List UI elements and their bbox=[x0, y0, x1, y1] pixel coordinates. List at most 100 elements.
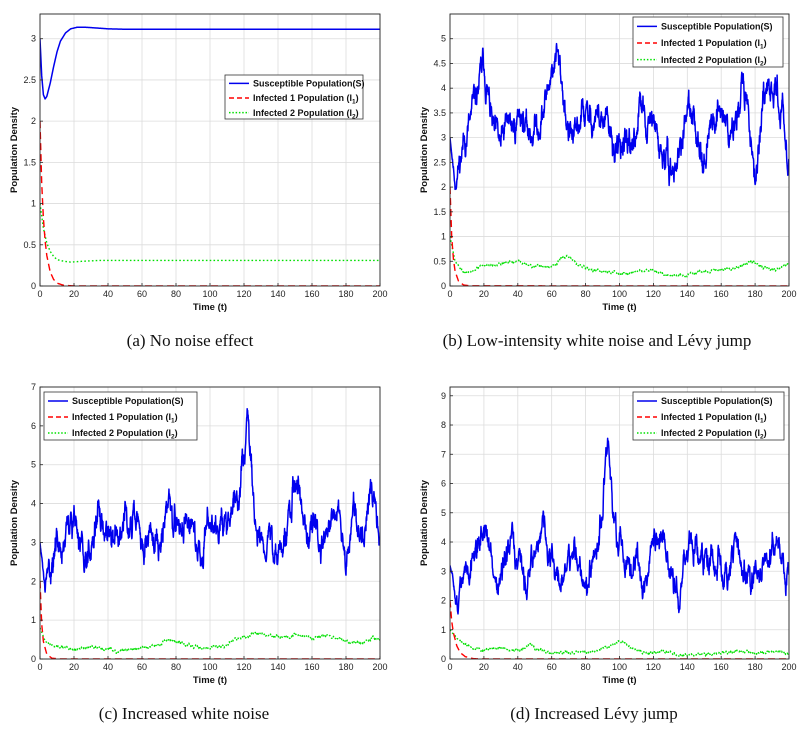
caption-c: (c) Increased white noise bbox=[99, 704, 269, 723]
legend-a: Susceptible Population(S) Infected 1 Popu… bbox=[224, 74, 365, 121]
ytick-label-b-5: 2.5 bbox=[433, 157, 446, 167]
legend-label-i2-d: Infected 2 Population (I2) bbox=[661, 428, 767, 441]
xtick-label-d-2: 40 bbox=[513, 662, 523, 672]
ytick-label-b-3: 1.5 bbox=[433, 207, 446, 217]
ytick-label-b-10: 5 bbox=[441, 34, 446, 44]
xtick-label-d-10: 200 bbox=[781, 662, 796, 672]
xtick-label-a-0: 0 bbox=[37, 289, 42, 299]
ytick-label-c-2: 2 bbox=[31, 576, 36, 586]
xtick-label-b-4: 80 bbox=[581, 289, 591, 299]
xtick-label-b-6: 120 bbox=[646, 289, 661, 299]
ytick-label-b-7: 3.5 bbox=[433, 108, 446, 118]
series-i2-d bbox=[450, 629, 789, 658]
xtick-label-a-3: 60 bbox=[137, 289, 147, 299]
ytick-label-c-1: 1 bbox=[31, 615, 36, 625]
xtick-label-d-6: 120 bbox=[646, 662, 661, 672]
xtick-label-a-9: 180 bbox=[338, 289, 353, 299]
xtick-label-b-1: 20 bbox=[479, 289, 489, 299]
xtick-label-d-7: 140 bbox=[680, 662, 695, 672]
xtick-label-d-9: 180 bbox=[748, 662, 763, 672]
series-s-d bbox=[450, 437, 789, 615]
ylabel-b: Population Density bbox=[419, 106, 430, 193]
series-i2-b bbox=[450, 236, 789, 278]
ylabel-c: Population Density bbox=[9, 479, 20, 566]
ytick-label-a-3: 1.5 bbox=[23, 157, 36, 167]
ytick-label-b-8: 4 bbox=[441, 83, 446, 93]
ytick-label-c-5: 5 bbox=[31, 460, 36, 470]
ytick-label-a-1: 0.5 bbox=[23, 240, 36, 250]
xtick-label-b-7: 140 bbox=[680, 289, 695, 299]
ytick-label-b-0: 0 bbox=[441, 281, 446, 291]
legend-label-s-d: Susceptible Population(S) bbox=[661, 396, 773, 406]
legend-d: Susceptible Population(S) Infected 1 Popu… bbox=[632, 391, 785, 441]
xtick-label-c-3: 60 bbox=[137, 662, 147, 672]
legend-label-i2-a: Infected 2 Population (I2) bbox=[253, 108, 359, 121]
xtick-label-a-8: 160 bbox=[304, 289, 319, 299]
ytick-label-c-0: 0 bbox=[31, 654, 36, 664]
ytick-label-b-1: 0.5 bbox=[433, 256, 446, 266]
xtick-label-d-1: 20 bbox=[479, 662, 489, 672]
xlabel-c: Time (t) bbox=[193, 675, 227, 686]
xtick-label-a-1: 20 bbox=[69, 289, 79, 299]
legend-box-b bbox=[632, 16, 784, 68]
ytick-label-a-6: 3 bbox=[31, 34, 36, 44]
xtick-label-c-5: 100 bbox=[202, 662, 217, 672]
series-i2-a bbox=[40, 203, 380, 263]
chart-c: 0 20 40 60 80 100 120 140 160 180 200 0 1 2 3 4 5 6 7 Time … bbox=[9, 382, 388, 686]
series-s-b bbox=[450, 42, 789, 191]
chart-a: 0 20 40 60 80 100 120 140 160 180 200 0 0.5 1 1.5 2 2.5 3… bbox=[9, 13, 388, 313]
xtick-label-c-6: 120 bbox=[236, 662, 251, 672]
legend-label-i1-a: Infected 1 Population (I1) bbox=[253, 93, 359, 106]
ylabel-a: Population Density bbox=[9, 106, 20, 193]
xtick-label-b-5: 100 bbox=[612, 289, 627, 299]
xtick-label-b-2: 40 bbox=[513, 289, 523, 299]
xlabel-d: Time (t) bbox=[602, 675, 636, 686]
ytick-label-d-6: 6 bbox=[441, 479, 446, 489]
legend-box-c bbox=[43, 391, 198, 441]
chart-d: 0 20 40 60 80 100 120 140 160 180 200 0 1 2 3 4 5 6 7 8 9 Tim… bbox=[419, 386, 797, 686]
xtick-label-a-7: 140 bbox=[270, 289, 285, 299]
legend-label-i2-b: Infected 2 Population (I2) bbox=[661, 55, 767, 68]
legend-label-s-a: Susceptible Population(S) bbox=[253, 79, 365, 89]
xtick-label-b-3: 60 bbox=[547, 289, 557, 299]
ytick-label-c-6: 6 bbox=[31, 421, 36, 431]
series-s-c bbox=[40, 408, 380, 593]
xtick-label-d-5: 100 bbox=[612, 662, 627, 672]
legend-b: Susceptible Population(S) Infected 1 Popu… bbox=[632, 16, 784, 68]
xtick-label-a-10: 200 bbox=[372, 289, 387, 299]
caption-d: (d) Increased Lévy jump bbox=[510, 704, 678, 723]
ytick-label-d-2: 2 bbox=[441, 596, 446, 606]
caption-b: (b) Low-intensity white noise and Lévy j… bbox=[443, 331, 752, 350]
xtick-label-c-7: 140 bbox=[270, 662, 285, 672]
ytick-label-c-7: 7 bbox=[31, 382, 36, 392]
xlabel-b: Time (t) bbox=[602, 302, 636, 313]
legend-c: Susceptible Population(S) Infected 1 Popu… bbox=[43, 391, 198, 441]
legend-label-s-b: Susceptible Population(S) bbox=[661, 22, 773, 32]
xtick-label-c-1: 20 bbox=[69, 662, 79, 672]
xtick-label-c-0: 0 bbox=[37, 662, 42, 672]
ytick-label-a-5: 2.5 bbox=[23, 75, 36, 85]
xtick-label-d-0: 0 bbox=[447, 662, 452, 672]
xtick-label-d-4: 80 bbox=[581, 662, 591, 672]
legend-label-i1-c: Infected 1 Population (I1) bbox=[72, 412, 178, 425]
ytick-label-b-2: 1 bbox=[441, 232, 446, 242]
chart-b: 0 20 40 60 80 100 120 140 160 180 200 0 0.5 1 1.5 2 2.5 3… bbox=[419, 13, 797, 313]
ylabel-d: Population Density bbox=[419, 479, 430, 566]
xtick-label-c-4: 80 bbox=[171, 662, 181, 672]
ytick-label-c-3: 3 bbox=[31, 537, 36, 547]
caption-a: (a) No noise effect bbox=[127, 331, 254, 350]
xtick-label-b-0: 0 bbox=[447, 289, 452, 299]
xtick-label-a-6: 120 bbox=[236, 289, 251, 299]
ytick-label-b-6: 3 bbox=[441, 133, 446, 143]
ytick-label-b-4: 2 bbox=[441, 182, 446, 192]
ytick-label-d-3: 3 bbox=[441, 566, 446, 576]
series-i2-c bbox=[40, 627, 380, 654]
xtick-label-c-10: 200 bbox=[372, 662, 387, 672]
ytick-label-d-8: 8 bbox=[441, 420, 446, 430]
xtick-label-d-8: 160 bbox=[714, 662, 729, 672]
ytick-label-d-5: 5 bbox=[441, 508, 446, 518]
xtick-label-b-8: 160 bbox=[714, 289, 729, 299]
legend-box-a bbox=[224, 74, 364, 120]
xtick-label-c-2: 40 bbox=[103, 662, 113, 672]
